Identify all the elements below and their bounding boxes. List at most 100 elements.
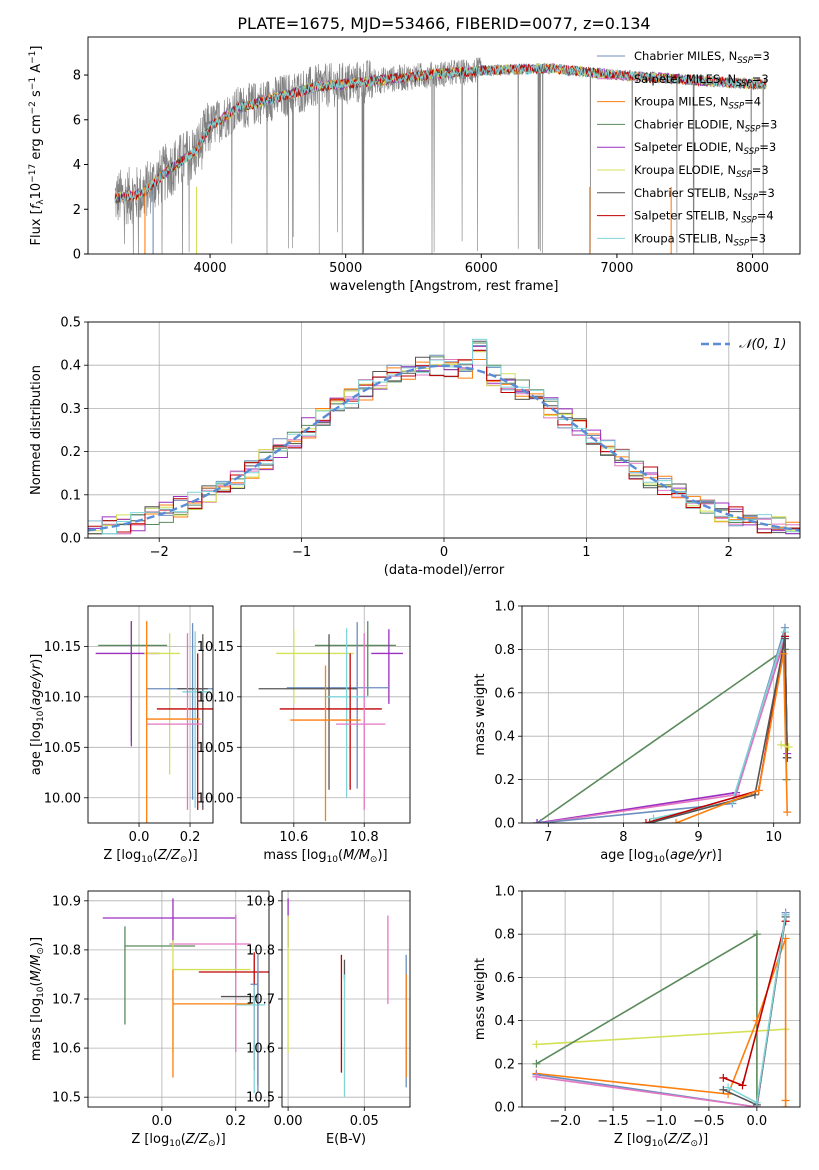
- label-part: =3: [760, 117, 777, 131]
- y-tick-label: 10.10: [197, 690, 234, 705]
- label-part: erg cm: [29, 114, 44, 163]
- label-part: 10: [29, 183, 44, 200]
- label-part: SSP: [736, 170, 752, 180]
- weight-marker: [532, 1059, 541, 1068]
- axes-frame: [87, 890, 270, 1108]
- y-tick-label: 0.0: [494, 1101, 515, 1116]
- label-part: ⊙: [690, 1139, 698, 1149]
- legend-label: Chabrier STELIB, NSSP=3: [634, 186, 775, 203]
- y-tick-label: 10.15: [197, 640, 234, 655]
- x-axis-label: Z [log10(Z/Z⊙)]: [131, 1132, 225, 1149]
- x-tick-label: 8: [619, 830, 627, 845]
- weight-lines: [532, 908, 790, 1107]
- weight-line-1: [536, 638, 788, 823]
- label-part: ⊙: [36, 947, 46, 955]
- x-tick-label: −2.0: [549, 1114, 581, 1129]
- legend-label: Kroupa ELODIE, NSSP=3: [634, 163, 769, 180]
- y-tick-label: 0.8: [494, 643, 515, 658]
- x-tick-label: 0.0: [747, 1114, 768, 1129]
- label-part: )]: [216, 1132, 226, 1147]
- x-axis-label: age [log10(age/yr)]: [600, 848, 722, 865]
- legend-label: Salpeter ELODIE, NSSP=3: [634, 140, 776, 157]
- label-part: )]: [377, 848, 387, 863]
- y-axis-label: age [log10(age/yr)]: [29, 654, 46, 776]
- x-tick-label: −0.5: [693, 1114, 725, 1129]
- axes-frame: [281, 890, 411, 1108]
- label-part: 10: [327, 855, 339, 865]
- y-tick-label: 10.10: [44, 690, 81, 705]
- label-part: Z [log: [131, 1132, 169, 1147]
- label-part: =4: [744, 95, 761, 109]
- weight-marker: [781, 910, 790, 919]
- y-tick-label: 0.2: [494, 1057, 515, 1072]
- label-part: SSP: [734, 238, 750, 248]
- legend-label: 𝒩(0, 1): [739, 337, 786, 352]
- x-axis-label: E(B-V): [326, 1132, 366, 1147]
- label-part: M/M: [343, 848, 370, 863]
- label-part: =3: [759, 140, 776, 154]
- error-bars: [102, 898, 269, 1094]
- label-part: ⊙: [208, 1139, 216, 1149]
- label-part: Flux [: [29, 209, 44, 245]
- label-part: ⊙: [180, 855, 188, 865]
- error-bars: [287, 898, 407, 1098]
- legend-label: Kroupa STELIB, NSSP=3: [634, 231, 766, 248]
- spectrum-lines: [114, 57, 767, 254]
- x-tick-label: 10.8: [350, 830, 379, 845]
- y-tick-label: 0.5: [60, 316, 81, 331]
- y-tick-label: 6: [73, 113, 81, 128]
- normal-reference-curve: [88, 364, 800, 532]
- label-part: Z/Z: [667, 1132, 691, 1147]
- label-part: −2: [28, 101, 38, 114]
- weight-marker: [536, 819, 545, 823]
- residual-panel: −2 −1 0 1 2 0.0 0.1 0.2 0.3 0.4 0.5 𝒩(0, 1) (data-mo…: [29, 316, 801, 578]
- y-tick-label: 0.0: [494, 817, 515, 832]
- x-tick-label: 4000: [194, 261, 227, 276]
- x-tick-label: −1.0: [645, 1114, 677, 1129]
- x-tick-label: 10.6: [279, 830, 308, 845]
- y-axis-label: Flux [fλ10−17 erg cm−2 s−1 A−1]: [28, 46, 46, 246]
- label-part: Kroupa ELODIE, N: [634, 163, 736, 177]
- y-tick-label: 10.05: [44, 741, 81, 756]
- label-part: Chabrier MILES, N: [634, 49, 737, 63]
- label-part: (: [153, 848, 158, 863]
- label-part: s: [29, 90, 44, 101]
- x-tick-label: −1: [292, 545, 311, 560]
- label-part: 10: [653, 855, 665, 865]
- weight-marker: [533, 819, 542, 823]
- label-part: Z [log: [103, 848, 141, 863]
- label-part: Chabrier STELIB, N: [634, 186, 742, 200]
- x-tick-label: 0.05: [350, 1114, 379, 1129]
- label-part: =3: [752, 163, 769, 177]
- error-bars: [258, 621, 403, 821]
- x-axis-label: Z [log10(Z/Z⊙)]: [103, 848, 197, 865]
- weight-marker: [738, 1081, 747, 1090]
- x-tick-label: 2: [725, 545, 733, 560]
- weight-marker: [783, 753, 792, 762]
- label-part: (: [665, 848, 670, 863]
- x-tick-label: 0.2: [180, 830, 201, 845]
- weight-line-0: [536, 1028, 786, 1046]
- label-part: mass [log: [263, 848, 326, 863]
- label-part: 10: [36, 710, 46, 722]
- y-tick-label: 0.8: [494, 928, 515, 943]
- label-part: 10: [141, 855, 153, 865]
- label-part: −1: [28, 77, 38, 90]
- y-axis-label: Normed distribution: [29, 365, 44, 495]
- label-part: )]: [188, 848, 198, 863]
- label-part: age/yr: [670, 848, 713, 863]
- label-part: SSP: [737, 56, 753, 66]
- label-part: Salpeter STELIB, N: [634, 209, 741, 223]
- x-axis-label: wavelength [Angstrom, rest frame]: [330, 279, 559, 294]
- label-part: Salpeter ELODIE, N: [634, 140, 744, 154]
- label-part: (: [181, 1132, 186, 1147]
- label-part: (: [29, 706, 44, 711]
- weight-marker: [645, 819, 654, 823]
- y-tick-label: 0.4: [494, 1014, 515, 1029]
- y-tick-label: 0.1: [60, 488, 81, 503]
- label-part: age/yr: [29, 662, 44, 705]
- label-part: Chabrier ELODIE, N: [634, 117, 745, 131]
- y-tick-label: 10.05: [197, 741, 234, 756]
